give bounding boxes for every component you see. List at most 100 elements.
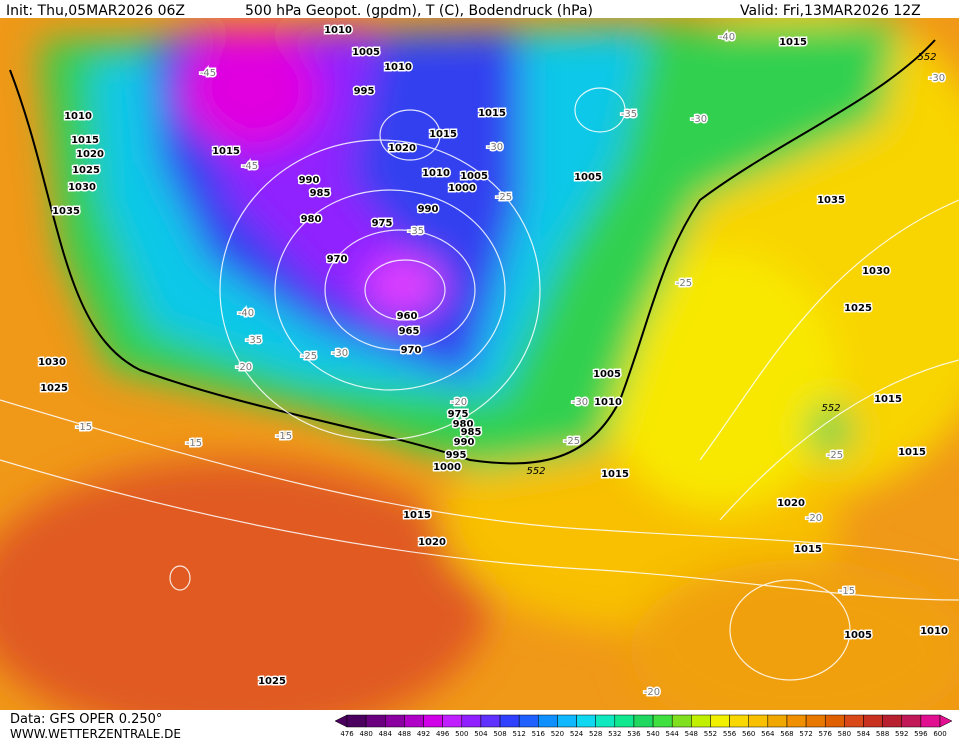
isobar-label: 1015 <box>779 37 807 48</box>
isobar-label: 1010 <box>324 25 352 36</box>
scale-label: 576 <box>819 730 833 738</box>
temperature-label: -30 <box>691 114 707 125</box>
isobar-label: 985 <box>461 427 482 438</box>
temperature-label: -30 <box>487 142 503 153</box>
site-name: WWW.WETTERZENTRALE.DE <box>10 727 181 741</box>
scale-label: 492 <box>417 730 430 738</box>
temperature-label: -20 <box>236 362 252 373</box>
temperature-label: -25 <box>301 351 317 362</box>
isobar-label: 1005 <box>593 369 621 380</box>
isobar-label: 1025 <box>844 303 872 314</box>
isobar-label: 1035 <box>52 206 80 217</box>
scale-swatch <box>652 714 673 728</box>
scale-label: 596 <box>914 730 928 738</box>
scale-label: 592 <box>895 730 908 738</box>
temperature-label: -35 <box>408 226 424 237</box>
isobar-label: 1025 <box>72 165 100 176</box>
isobar-label: 1020 <box>388 143 416 154</box>
scale-swatch <box>882 714 902 728</box>
isobar-label: 1030 <box>862 266 890 277</box>
scale-label: 568 <box>780 730 793 738</box>
scale-label: 508 <box>493 730 506 738</box>
temperature-label: -25 <box>827 450 843 461</box>
temperature-label: -15 <box>186 438 202 449</box>
scale-swatch <box>633 714 654 728</box>
temperature-label: -30 <box>332 348 348 359</box>
scale-label: 560 <box>742 730 755 738</box>
temperature-label: -45 <box>200 68 216 79</box>
isobar-label: 960 <box>397 311 418 322</box>
map-title: 500 hPa Geopot. (gpdm), T (C), Bodendruc… <box>245 3 593 19</box>
isobar-label: 970 <box>401 345 422 356</box>
isobar-label: 1000 <box>448 183 476 194</box>
scale-swatch <box>710 714 730 728</box>
isobar-label: 1005 <box>460 171 488 182</box>
contour-552 <box>9 39 936 465</box>
isobar-label: 1010 <box>64 111 92 122</box>
scale-arrow-right <box>939 714 953 728</box>
scale-label: 552 <box>704 730 717 738</box>
scale-label: 572 <box>799 730 812 738</box>
scale-swatch <box>404 714 424 728</box>
isobar-label: 1030 <box>68 182 96 193</box>
temperature-label: -35 <box>246 335 262 346</box>
temperature-label: -15 <box>276 431 292 442</box>
isobar-label: 1015 <box>794 544 822 555</box>
scale-label: 600 <box>933 730 946 738</box>
scale-swatch <box>538 714 558 728</box>
isobar-label: 980 <box>301 214 322 225</box>
isobar-label: 965 <box>399 326 420 337</box>
scale-label: 504 <box>474 730 488 738</box>
scale-swatch <box>824 714 845 728</box>
scale-swatch <box>920 714 941 728</box>
scale-label: 500 <box>455 730 468 738</box>
scale-swatch <box>442 714 463 728</box>
scale-swatch <box>767 714 788 728</box>
isobar-label: 1015 <box>429 129 457 140</box>
scale-swatch <box>863 714 883 728</box>
scale-label: 512 <box>512 730 525 738</box>
scale-label: 528 <box>589 730 602 738</box>
isobar-label: 990 <box>454 437 475 448</box>
scale-swatch <box>365 714 386 728</box>
scale-label: 584 <box>857 730 871 738</box>
scale-swatch <box>691 714 711 728</box>
isobar-label: 970 <box>327 254 348 265</box>
isobar-label: 1025 <box>258 676 286 687</box>
isobars <box>0 87 959 681</box>
scale-swatch <box>844 714 864 728</box>
data-source: Data: GFS OPER 0.250° <box>10 712 162 727</box>
temperature-label: -35 <box>621 109 637 120</box>
isobar-label: 995 <box>354 86 375 97</box>
scale-swatch <box>786 714 807 728</box>
temperature-label: -40 <box>238 308 254 319</box>
scale-label: 588 <box>876 730 889 738</box>
isobar-label: 1005 <box>352 47 380 58</box>
scale-swatch <box>557 714 577 728</box>
scale-label: 480 <box>359 730 372 738</box>
scale-swatch <box>499 714 520 728</box>
isobar-label: 1030 <box>38 357 66 368</box>
scale-swatch <box>518 714 539 728</box>
temperature-label: -25 <box>676 278 692 289</box>
isobar-label: 1015 <box>71 135 99 146</box>
color-scale: 476 480 484 488 492 496 500 504 508 512 516 520 524 5… <box>334 714 953 738</box>
scale-label: 536 <box>627 730 641 738</box>
temperature-label: -45 <box>242 161 258 172</box>
map-labels: 1010100510109951010101510201025103010351… <box>37 24 950 700</box>
scale-label: 496 <box>436 730 450 738</box>
scale-label: 520 <box>551 730 564 738</box>
scale-swatch <box>671 714 692 728</box>
temperature-label: -30 <box>572 397 588 408</box>
isobar-label: 995 <box>446 450 467 461</box>
isobar-label: 1010 <box>920 626 948 637</box>
geopotential-label: 552 <box>821 403 840 414</box>
scale-swatch <box>461 714 482 728</box>
isobar-label: 990 <box>418 204 439 215</box>
temperature-label: -20 <box>644 687 660 698</box>
init-time: Init: Thu,05MAR2026 06Z <box>6 3 185 19</box>
scale-label: 532 <box>608 730 621 738</box>
isobar-label: 1005 <box>844 630 872 641</box>
